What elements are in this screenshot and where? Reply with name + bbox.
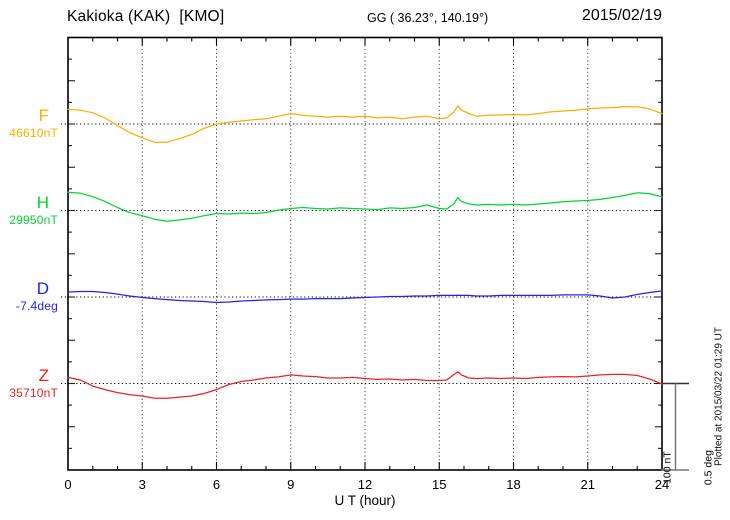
channel-letter-Z: Z	[38, 365, 49, 385]
channel-letter-D: D	[36, 279, 49, 298]
x-axis-title: U T (hour)	[334, 493, 396, 508]
channel-label-D: D -7.4deg	[16, 280, 58, 312]
x-tick-label-15: 15	[432, 477, 447, 492]
channel-label-Z: Z 35710nT	[9, 367, 58, 399]
geographic-coordinates: GG ( 36.23°, 140.19°)	[367, 11, 489, 25]
trace-H	[67, 191, 663, 222]
x-tick-label-3: 3	[138, 477, 146, 492]
channel-baseline-value-Z: 35710nT	[9, 385, 58, 400]
channel-letter-F: F	[38, 106, 49, 125]
channel-letter-H: H	[36, 192, 49, 212]
x-tick-label-0: 0	[64, 477, 72, 492]
plotted-at-note: Plotted at 2015/03/22 01:29 UT	[713, 327, 725, 466]
channel-label-H: H 29950nT	[9, 194, 58, 226]
scale-nt-label: 100 nT	[661, 451, 674, 484]
plot-frame	[67, 36, 663, 471]
channel-baseline-value-F: 46610nT	[9, 126, 58, 140]
trace-Z	[67, 371, 663, 399]
channel-baseline-value-D: -7.4deg	[15, 299, 58, 313]
x-tick-label-21: 21	[580, 477, 595, 492]
observation-date: 2015/02/19	[581, 7, 662, 24]
x-tick-label-24: 24	[654, 477, 670, 492]
trace-D	[67, 290, 663, 304]
x-tick-label-9: 9	[287, 477, 295, 492]
station-title: Kakioka (KAK) [KMO]	[67, 8, 225, 25]
x-tick-label-18: 18	[506, 477, 521, 492]
x-tick-label-12: 12	[357, 477, 373, 492]
x-tick-label-6: 6	[212, 477, 221, 492]
channel-baseline-value-H: 29950nT	[9, 212, 58, 227]
trace-F	[67, 105, 663, 143]
channel-label-F: F 46610nT	[9, 107, 58, 139]
